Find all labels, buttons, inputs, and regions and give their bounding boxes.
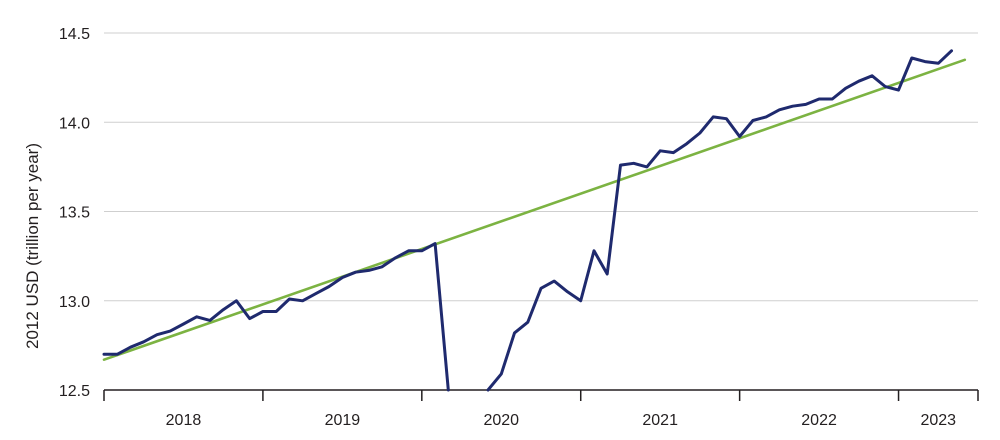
x-tick-label: 2021	[642, 412, 678, 429]
axes	[103, 389, 979, 401]
gridlines	[104, 32, 978, 302]
x-tick-label: 2019	[325, 412, 361, 429]
trend-line	[102, 58, 967, 361]
x-tick-label: 2018	[166, 412, 202, 429]
y-tick-label: 12.5	[59, 383, 90, 400]
y-tick-label: 14.5	[59, 26, 90, 43]
series-lines	[102, 49, 967, 392]
y-tick-labels: 12.5 13.0 13.5 14.0 14.5	[59, 26, 90, 400]
x-tick-label: 2022	[801, 412, 837, 429]
x-tick-label: 2023	[920, 412, 956, 429]
x-tick-labels: 2018 2019 2020 2021 2022 2023	[166, 412, 957, 429]
y-tick-label: 14.0	[59, 115, 90, 132]
y-tick-label: 13.0	[59, 294, 90, 311]
y-axis-title: 2012 USD (trillion per year)	[23, 143, 42, 349]
y-tick-label: 13.5	[59, 205, 90, 222]
series-line	[102, 49, 953, 392]
x-tick-label: 2020	[483, 412, 519, 429]
